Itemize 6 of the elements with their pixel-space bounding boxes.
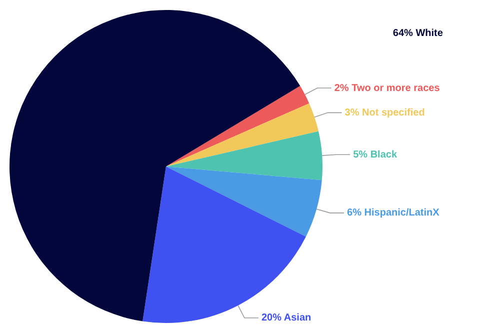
slice-label: 64% White <box>392 28 444 40</box>
slice-label: 3% Not specified <box>344 107 425 118</box>
slice-label: 2% Two or more races <box>334 82 440 94</box>
slice-label: 6% Hispanic/LatinX <box>347 208 440 219</box>
slice-label: 5% Black <box>353 149 398 160</box>
slice-label: 20% Asian <box>261 312 312 324</box>
